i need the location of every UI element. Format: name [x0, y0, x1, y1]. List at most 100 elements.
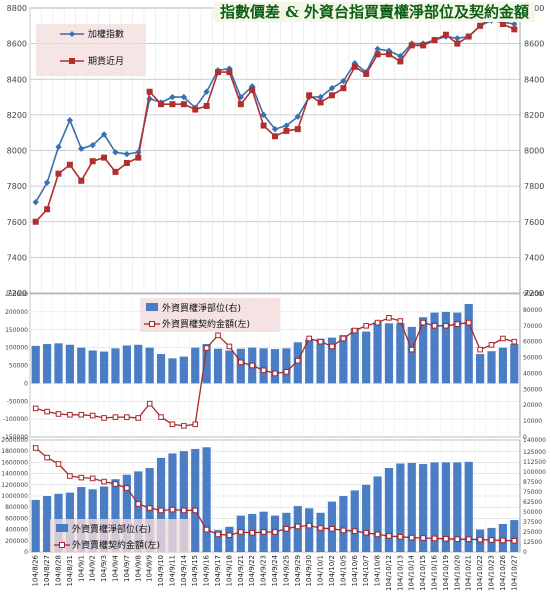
category-label: 104/9/10 — [157, 555, 165, 586]
panel3-line-point — [135, 501, 142, 507]
panel2-line-point — [386, 315, 392, 321]
panel3-legend-line-marker — [59, 542, 65, 548]
panel2-bar — [510, 344, 519, 384]
panel1-right-tick-label: 8000 — [524, 147, 544, 156]
panel1-right-tick-label: 8200 — [524, 111, 544, 120]
panel2-bar — [476, 354, 485, 384]
legend-futures-marker — [69, 58, 75, 64]
futures-point — [112, 168, 119, 175]
panel2-legend-bar-label: 外資買權淨部位(右) — [162, 302, 241, 314]
futures-point — [203, 102, 210, 109]
panel2-legend-bar-swatch — [146, 303, 158, 311]
panel3-right-tick-label: 25000 — [523, 529, 542, 536]
category-label: 104/10/16 — [431, 554, 439, 590]
panel3-right-tick-label: 62500 — [523, 499, 542, 506]
panel2-bar — [305, 339, 314, 384]
panel2-bar — [168, 358, 177, 384]
legend-index-label: 加權指數 — [88, 28, 124, 40]
category-label: 104/10/5 — [339, 555, 347, 586]
panel3-legend-bar-swatch — [56, 524, 68, 532]
panel2-bar — [145, 347, 154, 384]
category-label: 104/9/15 — [191, 555, 199, 586]
panel3-legend-bar-label: 外資賣權淨部位(右) — [72, 523, 151, 535]
panel2-right-tick-label: 20000 — [523, 402, 542, 409]
panel3-bar — [179, 451, 188, 552]
index-point — [203, 88, 210, 95]
category-label: 104/9/23 — [260, 555, 268, 586]
category-label: 104/10/22 — [476, 555, 484, 591]
category-label: 104/9/29 — [294, 555, 302, 586]
panel2-line-point — [443, 322, 449, 329]
panel2-line-point — [238, 359, 244, 366]
panel3-line-point — [181, 507, 187, 514]
panel2-line-point — [215, 332, 221, 339]
panel2-line-point — [465, 319, 472, 326]
panel1-right-tick-label: 7600 — [524, 218, 544, 227]
panel2-bar — [282, 348, 291, 384]
panel2-left-tick-label: 50000 — [9, 363, 28, 370]
panel3-left-tick-label: 1400000 — [1, 471, 28, 478]
panel2-line-point — [146, 400, 153, 407]
futures-point — [101, 154, 108, 161]
index-point — [283, 122, 290, 129]
futures-point — [237, 101, 244, 108]
legend-index-marker — [69, 31, 75, 37]
panel1-left-tick-label: 8000 — [7, 147, 27, 156]
panel3-line-point — [192, 507, 199, 514]
panel3-line-point — [363, 530, 369, 536]
panel3-line-point — [397, 534, 404, 540]
futures-point — [442, 31, 449, 38]
panel2-bar — [373, 321, 382, 384]
panel2-bar — [99, 351, 109, 384]
panel2-bar — [122, 345, 131, 384]
futures-point — [249, 86, 256, 93]
panel2-bar — [31, 345, 40, 384]
panel3-line-point — [306, 522, 312, 529]
panel3-bar — [213, 530, 223, 552]
futures-point — [78, 177, 85, 184]
panel3-line-point — [431, 535, 438, 542]
panel3-bar — [419, 464, 428, 552]
panel1-right-tick-label: 7400 — [524, 253, 544, 262]
panel3-line-point — [408, 534, 415, 541]
panel2-right-tick-label: 90000 — [523, 291, 542, 298]
category-label: 104/9/9 — [146, 555, 154, 582]
panel3-line-point — [158, 507, 164, 514]
panel2-line-point — [329, 343, 335, 350]
panel3-bar — [42, 496, 52, 552]
panel2-bar — [441, 311, 451, 384]
futures-point — [454, 40, 461, 47]
panel2-line-point — [169, 421, 176, 428]
panel3-bar — [305, 508, 314, 552]
index-point — [112, 149, 119, 156]
panel3-line-point — [112, 481, 119, 487]
panel3-right-tick-label: 140000 — [523, 437, 546, 444]
panel2-left-tick-label: 200000 — [5, 309, 28, 316]
panel2-left-tick-label: 250000 — [5, 291, 28, 298]
panel2-bar — [464, 304, 473, 384]
panel2-line-point — [340, 335, 347, 342]
panel3-line-point — [32, 445, 39, 451]
category-label: 104/10/1 — [317, 555, 325, 586]
futures-point — [328, 92, 335, 99]
panel3-right-tick-label: 125000 — [523, 449, 546, 456]
panel2-bar — [54, 343, 63, 384]
panel3-line-point — [272, 529, 278, 535]
panel2-line-point — [488, 342, 495, 348]
panel3-right-tick-label: 87500 — [523, 479, 542, 486]
panel2-bar — [156, 354, 166, 384]
panel2-right-tick-label: 10000 — [523, 418, 542, 425]
panel2-bar — [384, 323, 394, 384]
panel3-line-point — [215, 531, 221, 538]
panel3-right-tick-label: 37500 — [523, 519, 542, 526]
panel1-right-tick-label: 8600 — [524, 40, 544, 49]
panel2-bar — [225, 350, 234, 384]
panel3-line-point — [249, 530, 256, 536]
panel3-line-point — [511, 538, 518, 544]
panel3-bar — [122, 474, 131, 552]
panel3-bar — [441, 462, 451, 552]
panel3-line-point — [488, 537, 495, 543]
panel3-line-point — [340, 527, 347, 534]
panel2-line-point — [283, 369, 290, 375]
